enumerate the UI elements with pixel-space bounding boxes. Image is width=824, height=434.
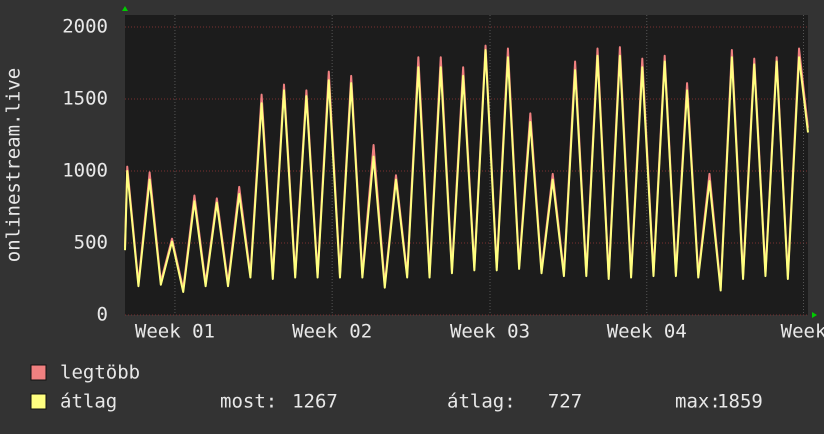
legend-label: átlag [60,391,117,413]
legend-swatch [30,364,47,381]
y-tick-label: 500 [74,231,108,253]
stat-label: átlag: [447,391,516,413]
stat-value: 1859 [717,391,763,413]
plot-area [125,15,808,315]
y-axis-label: onlinestream.live [3,68,25,262]
x-tick-label: Week 04 [607,321,687,343]
stat-value: 727 [548,391,582,413]
axis-arrow [812,312,817,318]
x-tick-label: Week 02 [292,321,372,343]
x-tick-label: Week 01 [135,321,215,343]
legend-label: legtöbb [60,362,140,384]
y-tick-label: 1000 [62,159,108,181]
y-tick-label: 2000 [62,15,108,37]
legend-swatch [30,393,47,410]
stat-value: 1267 [292,391,338,413]
stat-label: most: [220,391,277,413]
y-tick-label: 0 [97,304,108,326]
y-tick-label: 1500 [62,87,108,109]
axis-arrow [122,6,128,11]
series-line [124,48,809,293]
x-tick-label: Week 03 [450,321,530,343]
x-tick-label: Week [781,321,824,343]
stat-label: max: [675,391,721,413]
